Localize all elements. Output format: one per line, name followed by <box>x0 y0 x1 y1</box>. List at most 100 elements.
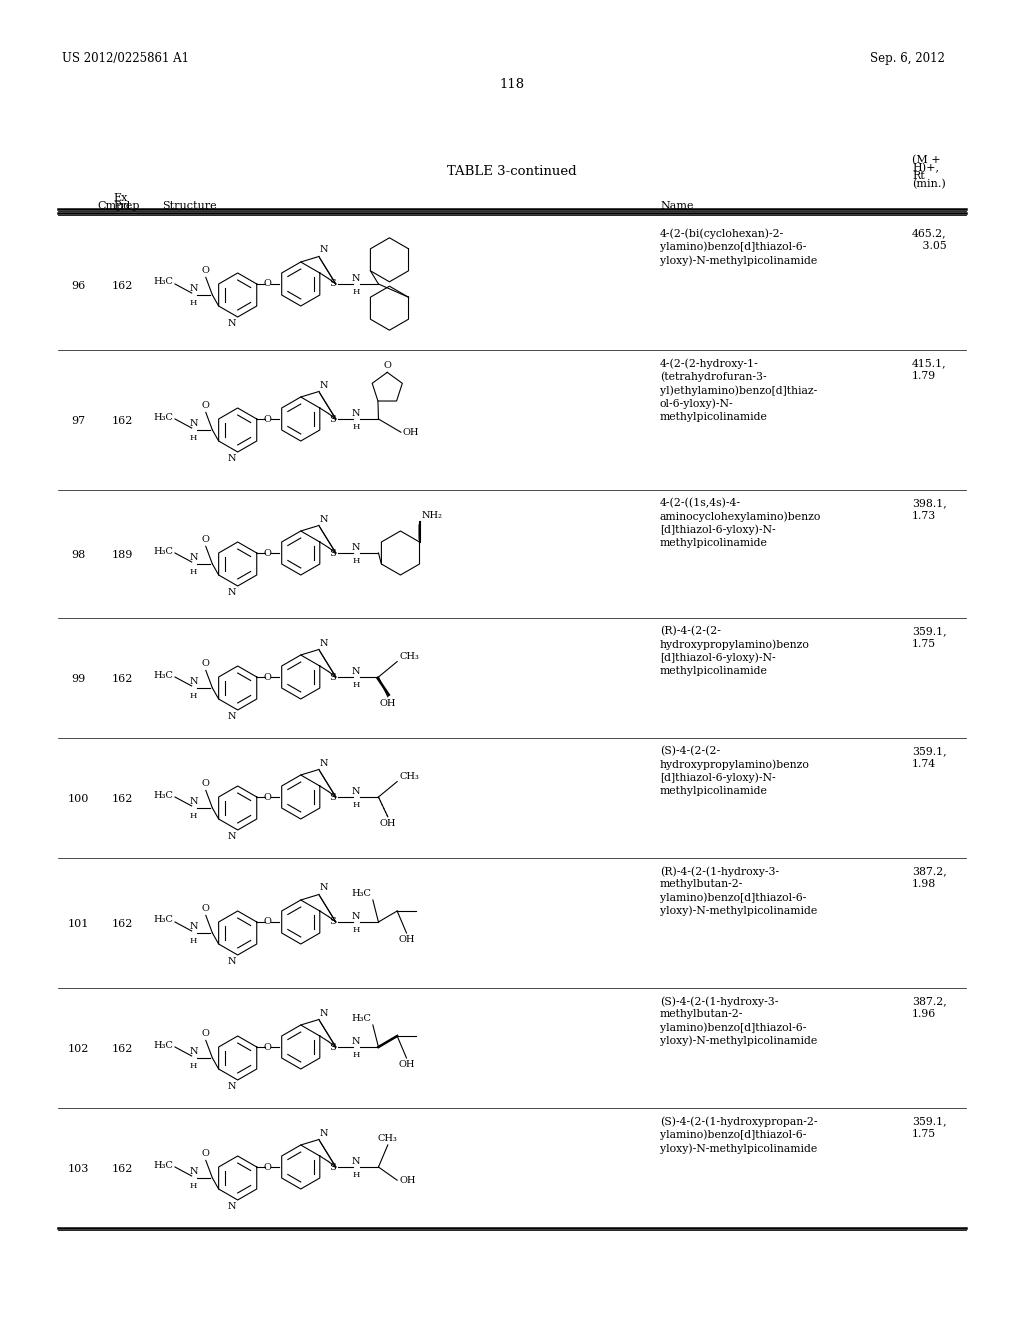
Text: 387.2,
1.96: 387.2, 1.96 <box>912 997 947 1019</box>
Text: H: H <box>190 1063 198 1071</box>
Text: N: N <box>351 409 360 418</box>
Text: 415.1,
1.79: 415.1, 1.79 <box>912 358 946 380</box>
Text: S: S <box>330 1163 336 1172</box>
Text: Rt: Rt <box>912 172 925 181</box>
Text: Name: Name <box>660 201 693 211</box>
Text: N: N <box>227 1203 236 1210</box>
Text: H)+,: H)+, <box>912 162 939 173</box>
Text: H: H <box>190 692 198 700</box>
Text: CH₃: CH₃ <box>378 1134 397 1143</box>
Text: S: S <box>330 549 336 557</box>
Text: 359.1,
1.75: 359.1, 1.75 <box>912 626 946 649</box>
Text: H₃C: H₃C <box>154 1160 173 1170</box>
Text: Cmpd: Cmpd <box>97 201 130 211</box>
Text: N: N <box>227 587 236 597</box>
Text: OH: OH <box>380 818 396 828</box>
Text: O: O <box>202 779 210 788</box>
Text: H: H <box>352 1051 359 1059</box>
Text: O: O <box>202 401 210 411</box>
Text: 162: 162 <box>112 281 133 290</box>
Text: 99: 99 <box>71 675 85 684</box>
Text: O: O <box>202 267 210 276</box>
Text: N: N <box>351 1158 360 1166</box>
Text: O: O <box>202 1030 210 1039</box>
Text: OH: OH <box>399 1176 416 1185</box>
Text: N: N <box>319 515 329 524</box>
Text: OH: OH <box>398 1060 415 1069</box>
Text: 101: 101 <box>68 919 89 929</box>
Text: (S)-4-(2-(1-hydroxypropan-2-
ylamino)benzo[d]thiazol-6-
yloxy)-N-methylpicolinam: (S)-4-(2-(1-hydroxypropan-2- ylamino)ben… <box>660 1115 817 1154</box>
Text: 189: 189 <box>112 550 133 560</box>
Text: H₃C: H₃C <box>154 277 173 286</box>
Text: H: H <box>190 812 198 820</box>
Text: S: S <box>330 672 336 681</box>
Text: 97: 97 <box>71 416 85 426</box>
Text: H₃C: H₃C <box>351 1014 371 1023</box>
Text: N: N <box>319 1129 329 1138</box>
Text: NH₂: NH₂ <box>422 511 442 520</box>
Text: N: N <box>189 418 198 428</box>
Text: N: N <box>319 380 329 389</box>
Text: H₃C: H₃C <box>154 1040 173 1049</box>
Text: N: N <box>319 639 329 648</box>
Text: H₃C: H₃C <box>154 791 173 800</box>
Text: N: N <box>351 787 360 796</box>
Text: (R)-4-(2-(2-
hydroxypropylamino)benzo
[d]thiazol-6-yloxy)-N-
methylpicolinamide: (R)-4-(2-(2- hydroxypropylamino)benzo [d… <box>660 626 810 676</box>
Text: 359.1,
1.74: 359.1, 1.74 <box>912 746 946 768</box>
Text: 118: 118 <box>500 78 524 91</box>
Text: O: O <box>264 672 271 681</box>
Text: H: H <box>190 300 198 308</box>
Text: 103: 103 <box>68 1164 89 1173</box>
Text: N: N <box>189 284 198 293</box>
Text: S: S <box>330 917 336 927</box>
Text: (M +: (M + <box>912 154 941 165</box>
Text: H: H <box>352 288 359 296</box>
Text: N: N <box>319 759 329 767</box>
Text: O: O <box>202 904 210 913</box>
Text: O: O <box>264 917 271 927</box>
Text: 162: 162 <box>112 416 133 426</box>
Text: H: H <box>352 681 359 689</box>
Text: N: N <box>227 957 236 966</box>
Text: 4-(2-(bi(cyclohexan)-2-
ylamino)benzo[d]thiazol-6-
yloxy)-N-methylpicolinamide: 4-(2-(bi(cyclohexan)-2- ylamino)benzo[d]… <box>660 228 817 265</box>
Text: H: H <box>352 1171 359 1179</box>
Text: H₃C: H₃C <box>154 671 173 680</box>
Text: N: N <box>189 1047 198 1056</box>
Text: N: N <box>351 667 360 676</box>
Text: CH₃: CH₃ <box>399 652 419 660</box>
Text: O: O <box>264 1043 271 1052</box>
Text: H₃C: H₃C <box>351 888 371 898</box>
Text: H₃C: H₃C <box>154 412 173 421</box>
Text: H: H <box>190 937 198 945</box>
Text: O: O <box>264 1163 271 1172</box>
Text: (R)-4-(2-(1-hydroxy-3-
methylbutan-2-
ylamino)benzo[d]thiazol-6-
yloxy)-N-methyl: (R)-4-(2-(1-hydroxy-3- methylbutan-2- yl… <box>660 866 817 916</box>
Text: N: N <box>319 883 329 892</box>
Text: Prep: Prep <box>113 201 139 211</box>
Text: H: H <box>352 801 359 809</box>
Text: H: H <box>352 422 359 432</box>
Text: OH: OH <box>398 935 415 944</box>
Text: O: O <box>264 792 271 801</box>
Text: N: N <box>189 553 198 562</box>
Text: Structure: Structure <box>162 201 217 211</box>
Text: N: N <box>227 832 236 841</box>
Text: 162: 162 <box>112 1044 133 1053</box>
Text: N: N <box>351 275 360 282</box>
Text: 162: 162 <box>112 1164 133 1173</box>
Text: 4-(2-(2-hydroxy-1-
(tetrahydrofuran-3-
yl)ethylamino)benzo[d]thiaz-
ol-6-yloxy)-: 4-(2-(2-hydroxy-1- (tetrahydrofuran-3- y… <box>660 358 817 422</box>
Text: (min.): (min.) <box>912 180 946 189</box>
Text: H: H <box>190 434 198 442</box>
Text: CH₃: CH₃ <box>399 772 419 780</box>
Text: N: N <box>227 1082 236 1092</box>
Text: 96: 96 <box>71 281 85 290</box>
Text: H: H <box>352 557 359 565</box>
Text: S: S <box>330 792 336 801</box>
Text: 100: 100 <box>68 795 89 804</box>
Text: O: O <box>383 362 391 371</box>
Text: N: N <box>189 797 198 807</box>
Text: O: O <box>264 549 271 557</box>
Text: 98: 98 <box>71 550 85 560</box>
Text: S: S <box>330 280 336 289</box>
Text: H: H <box>190 1181 198 1191</box>
Text: Ex: Ex <box>113 193 127 203</box>
